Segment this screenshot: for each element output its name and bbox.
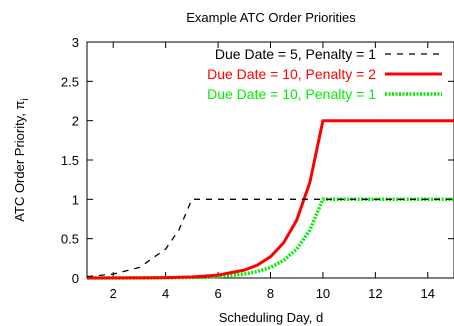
x-tick-label: 14 (421, 286, 435, 301)
y-tick-label: 3 (72, 35, 79, 50)
series-line-2 (86, 119, 454, 280)
y-tick-label: 2.5 (61, 74, 79, 89)
x-axis-label: Scheduling Day, d (219, 310, 324, 325)
y-tick-label: 0 (72, 271, 79, 286)
y-axis-label: ATC Order Priority, πi (12, 98, 31, 221)
y-tick-label: 0.5 (61, 232, 79, 247)
legend-label-1: Due Date = 5, Penalty = 1 (215, 46, 376, 62)
x-tick-label: 8 (267, 286, 274, 301)
legend-label-3: Due Date = 10, Penalty = 1 (207, 86, 376, 102)
series-line-1 (86, 198, 454, 278)
x-tick-label: 2 (110, 286, 117, 301)
y-tick-label: 1.5 (61, 153, 79, 168)
y-tick-label: 1 (72, 192, 79, 207)
legend-label-2: Due Date = 10, Penalty = 2 (207, 66, 376, 82)
y-tick-label: 2 (72, 114, 79, 129)
chart-title: Example ATC Order Priorities (186, 10, 356, 25)
y-axis-ticks: 0 0.5 1 1.5 2 2.5 3 (61, 35, 454, 286)
series-line-3 (87, 197, 454, 280)
x-axis-ticks: 2 4 6 8 10 12 14 (110, 42, 435, 301)
y-axis-label-subscript: i (20, 98, 31, 100)
x-tick-label: 10 (316, 286, 330, 301)
x-tick-label: 12 (368, 286, 382, 301)
y-axis-label-main: ATC Order Priority, π (12, 101, 27, 222)
legend: Due Date = 5, Penalty = 1 Due Date = 10, … (207, 46, 442, 102)
x-tick-label: 4 (162, 286, 169, 301)
x-tick-label: 6 (214, 286, 221, 301)
series-lines (86, 119, 454, 280)
